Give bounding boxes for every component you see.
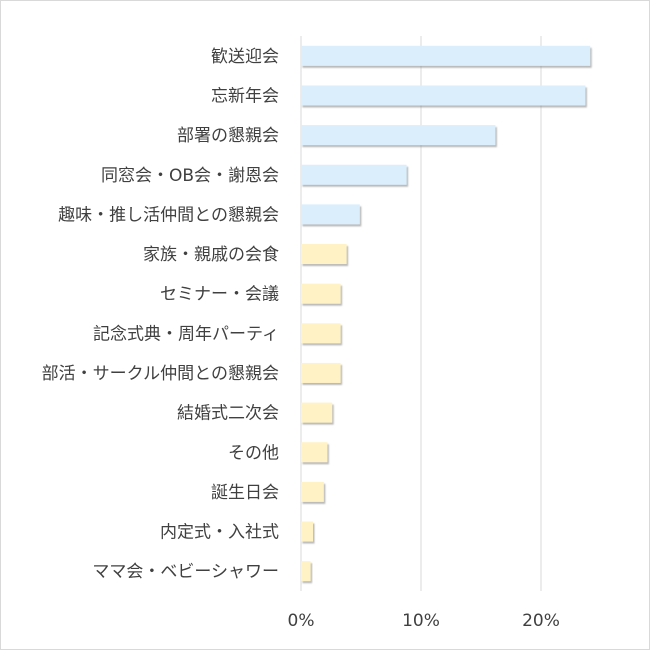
bar bbox=[301, 164, 407, 185]
category-label: セミナー・会議 bbox=[160, 285, 279, 305]
bar bbox=[301, 481, 324, 502]
category-label: 同窓会・OB会・謝恩会 bbox=[101, 166, 279, 186]
bar bbox=[301, 362, 341, 383]
bar bbox=[301, 521, 313, 542]
x-tick-labels: 0% 10% 20% bbox=[288, 611, 560, 631]
category-label: 家族・親戚の会食 bbox=[143, 245, 279, 265]
category-label: 結婚式二次会 bbox=[177, 404, 279, 424]
category-label: 歓送迎会 bbox=[211, 47, 279, 67]
x-tick-label: 20% bbox=[522, 611, 560, 631]
bar bbox=[301, 204, 360, 225]
bar bbox=[301, 561, 311, 582]
x-tick-label: 10% bbox=[402, 611, 440, 631]
category-label: 趣味・推し活仲間との懇親会 bbox=[58, 205, 279, 225]
category-label: 部署の懇親会 bbox=[177, 126, 279, 146]
bars bbox=[301, 45, 591, 582]
bar bbox=[301, 85, 586, 106]
category-label: ママ会・ベビーシャワー bbox=[92, 562, 279, 582]
bar bbox=[301, 244, 347, 265]
category-label: 記念式典・周年パーティ bbox=[93, 323, 279, 344]
bar bbox=[301, 323, 341, 344]
bar bbox=[301, 402, 333, 423]
bar bbox=[301, 125, 496, 146]
bar bbox=[301, 442, 328, 463]
bar bbox=[301, 45, 591, 66]
category-label: 内定式・入社式 bbox=[160, 523, 279, 543]
category-label: 部活・サークル仲間との懇親会 bbox=[42, 364, 279, 384]
category-label: 忘新年会 bbox=[211, 86, 279, 106]
category-label: 誕生日会 bbox=[211, 483, 279, 503]
category-labels: 歓送迎会忘新年会部署の懇親会同窓会・OB会・謝恩会趣味・推し活仲間との懇親会家族… bbox=[42, 47, 279, 582]
gridlines bbox=[300, 36, 542, 591]
x-tick-label: 0% bbox=[288, 611, 315, 631]
category-label: その他 bbox=[228, 443, 279, 463]
bar bbox=[301, 283, 341, 304]
